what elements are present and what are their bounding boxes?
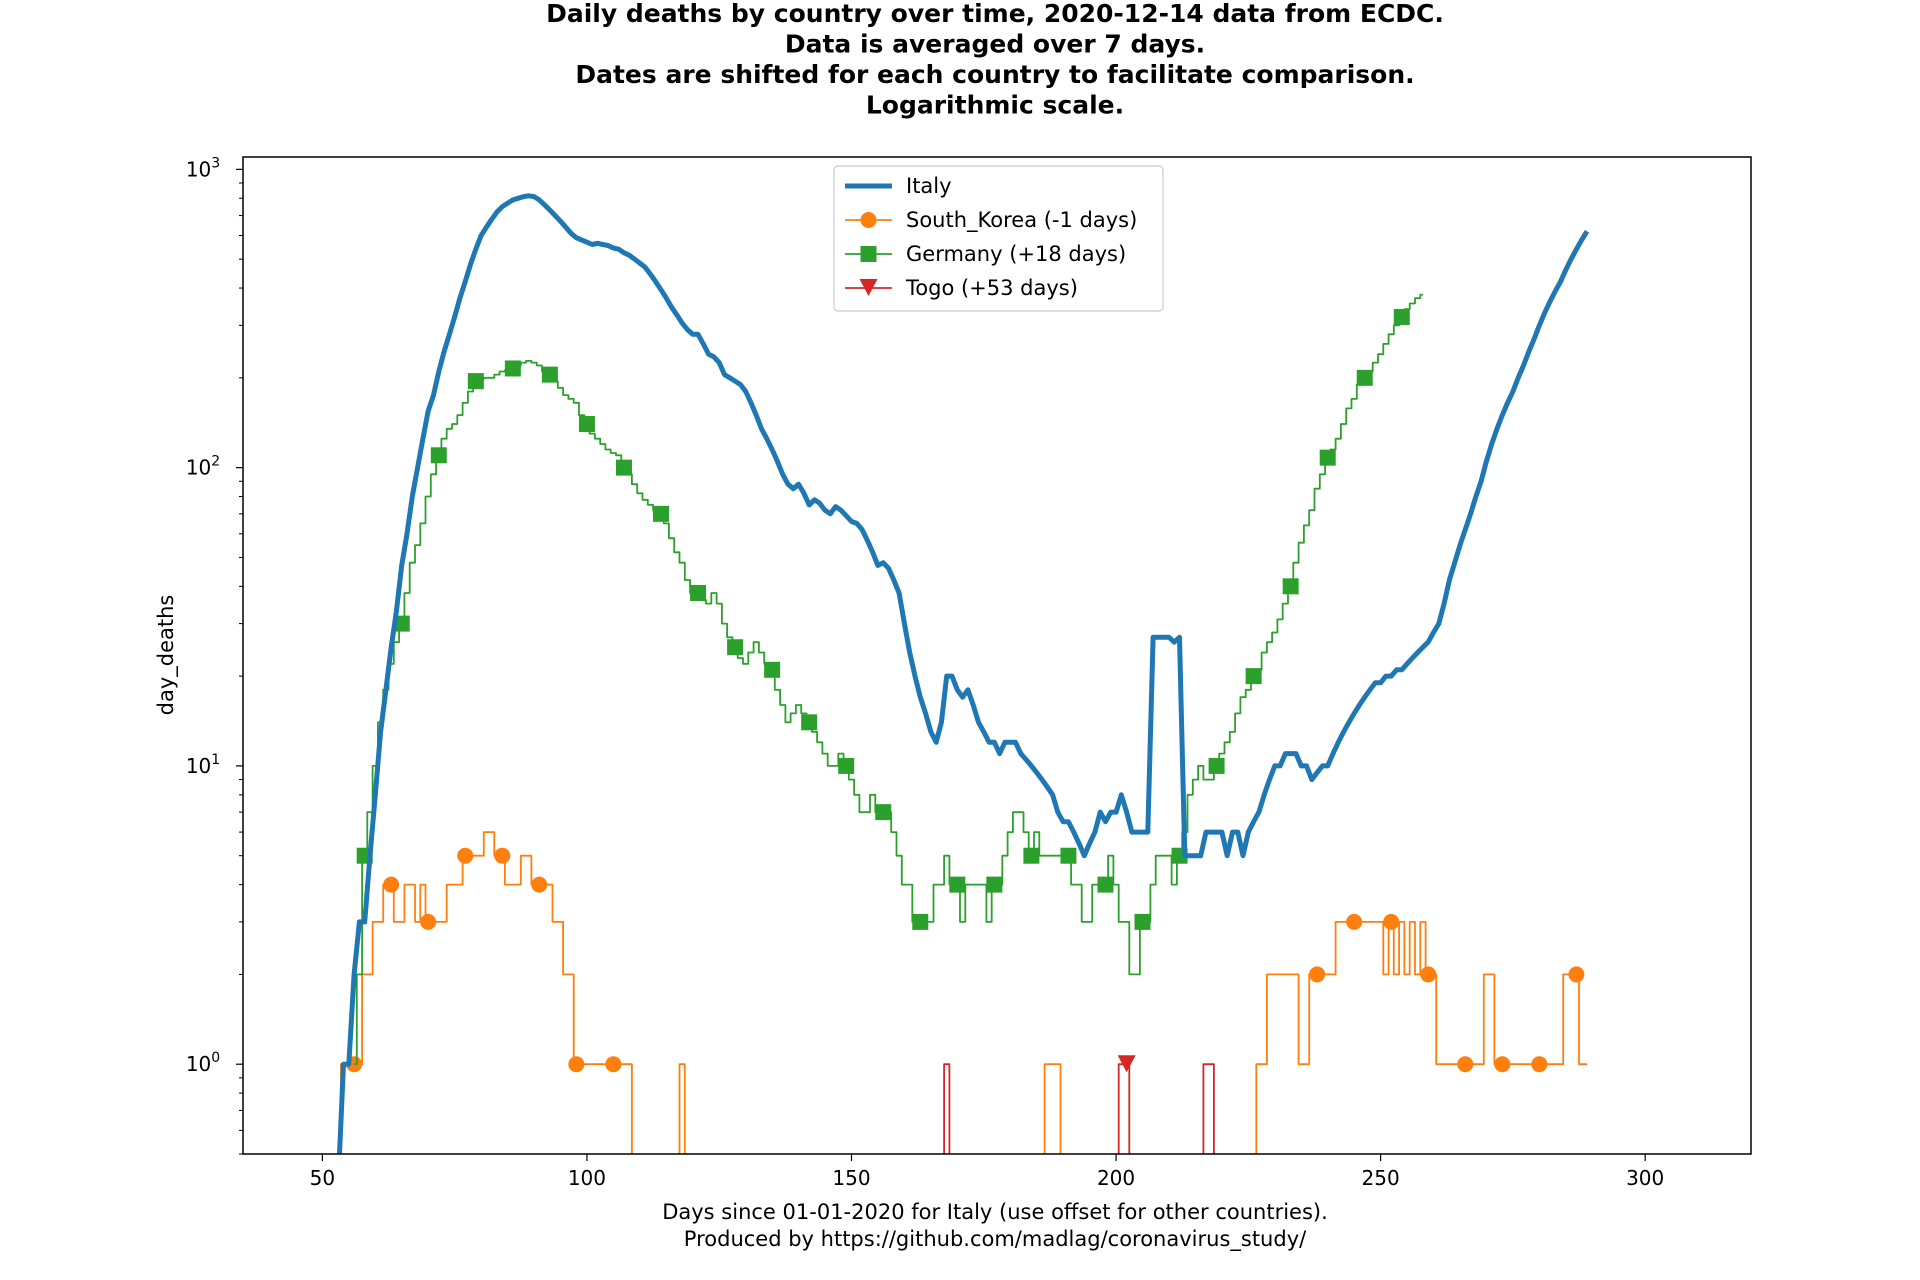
y-axis-label: day_deaths <box>154 595 179 716</box>
data-point <box>727 639 744 656</box>
data-point <box>568 1056 585 1073</box>
series-layer <box>336 193 1590 1154</box>
series-line <box>340 831 1587 1154</box>
data-point <box>986 876 1003 893</box>
series-2 <box>354 293 1423 1066</box>
x-tick-label: 250 <box>1362 1166 1400 1190</box>
data-point <box>912 913 929 930</box>
plot-frame <box>242 156 1752 1155</box>
data-point <box>605 1056 622 1073</box>
data-point <box>1356 369 1373 386</box>
y-tick-label: 102 <box>186 454 220 480</box>
legend-entry: Italy <box>845 174 952 198</box>
chart-title: Daily deaths by country over time, 2020-… <box>546 0 1444 120</box>
legend-marker <box>859 279 878 296</box>
data-point <box>1568 966 1585 983</box>
title-line-3: Dates are shifted for each country to fa… <box>575 60 1414 89</box>
x-tick-label: 300 <box>1626 1166 1664 1190</box>
title-line-1: Daily deaths by country over time, 2020-… <box>546 0 1444 28</box>
series-3 <box>943 1055 1215 1154</box>
data-point <box>838 757 855 774</box>
data-point <box>531 876 548 893</box>
title-line-4: Logarithmic scale. <box>866 91 1124 120</box>
x-axis-label-line-1: Days since 01-01-2020 for Italy (use off… <box>662 1200 1328 1224</box>
legend-box <box>833 165 1164 312</box>
data-point <box>1097 876 1114 893</box>
data-point <box>1420 966 1437 983</box>
legend-entry: Togo (+53 days) <box>845 276 1078 300</box>
legend-label: Togo (+53 days) <box>905 276 1078 300</box>
data-point <box>578 416 595 433</box>
legend: Italy South_Korea (-1 days) Germany (+18 d… <box>833 165 1164 312</box>
data-point <box>383 876 400 893</box>
legend-label: Italy <box>906 174 952 198</box>
legend-label: South_Korea (-1 days) <box>906 208 1137 233</box>
data-point <box>430 447 447 464</box>
legend-marker <box>860 212 877 228</box>
series-0 <box>336 193 1590 1154</box>
series-1 <box>340 831 1587 1154</box>
y-axis: 100 101 102 103 <box>186 155 243 1155</box>
x-tick-label: 150 <box>832 1166 870 1190</box>
legend-marker <box>860 246 877 262</box>
x-tick-label: 100 <box>568 1166 606 1190</box>
data-point <box>1457 1056 1474 1073</box>
series-line <box>354 293 1423 1066</box>
data-point <box>1346 913 1363 930</box>
data-point <box>1309 966 1326 983</box>
data-point <box>1494 1056 1511 1073</box>
legend-entry: Germany (+18 days) <box>845 242 1126 266</box>
data-point <box>875 804 892 821</box>
x-tick-label: 50 <box>310 1166 335 1190</box>
data-point <box>801 714 818 731</box>
y-tick-label: 103 <box>186 155 220 181</box>
data-point <box>615 459 632 476</box>
data-point <box>1117 1055 1136 1073</box>
data-point <box>541 366 558 383</box>
data-point <box>393 615 410 632</box>
legend-label: Germany (+18 days) <box>906 242 1126 266</box>
data-point <box>420 913 437 930</box>
data-point <box>1531 1056 1548 1073</box>
y-tick-label: 100 <box>186 1050 220 1076</box>
data-point <box>653 505 670 522</box>
series-line <box>943 1063 1215 1154</box>
data-point <box>494 847 511 864</box>
data-point <box>1393 308 1410 325</box>
data-point <box>1282 578 1299 595</box>
x-tick-label: 200 <box>1097 1166 1135 1190</box>
x-axis-label-line-2: Produced by https://github.com/madlag/co… <box>684 1227 1307 1252</box>
data-point <box>1134 913 1151 930</box>
data-point <box>457 847 474 864</box>
data-point <box>1208 757 1225 774</box>
data-point <box>949 876 966 893</box>
data-point <box>504 360 521 377</box>
data-point <box>690 584 707 601</box>
title-line-2: Data is averaged over 7 days. <box>785 30 1205 59</box>
data-point <box>1383 913 1400 930</box>
data-point <box>467 373 484 390</box>
data-point <box>1319 449 1336 466</box>
legend-entry: South_Korea (-1 days) <box>845 208 1137 233</box>
data-point <box>1245 668 1262 685</box>
x-axis-label: Days since 01-01-2020 for Italy (use off… <box>662 1200 1328 1252</box>
y-tick-label: 101 <box>186 752 220 778</box>
x-axis: 50 100 150 200 250 300 <box>310 1154 1664 1190</box>
data-point <box>1023 847 1040 864</box>
data-point <box>1060 847 1077 864</box>
data-point <box>764 661 781 678</box>
series-line <box>336 193 1590 1154</box>
